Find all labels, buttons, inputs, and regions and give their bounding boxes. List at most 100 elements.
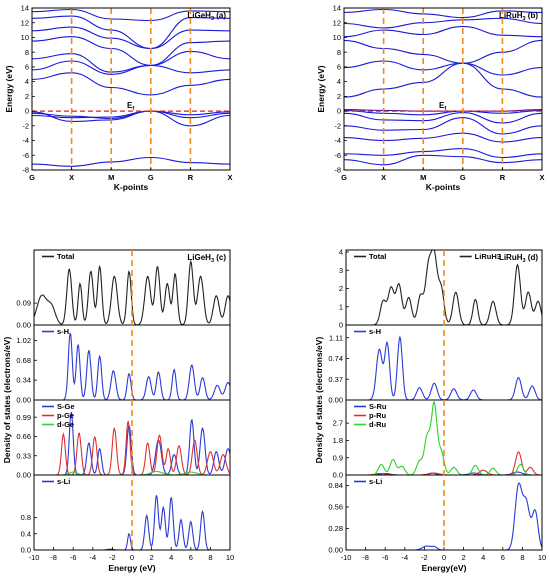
xtick-label-c-2: -6 xyxy=(70,553,77,562)
ytick-label-b-1: -6 xyxy=(334,151,341,160)
ytick-label-d-3-0: 0.00 xyxy=(328,546,343,555)
kpoint-label-a-1: X xyxy=(69,173,74,182)
ytick-label-c-2-2: 0.66 xyxy=(16,432,31,441)
ytick-label-d-0-2: 2 xyxy=(339,284,343,293)
panel-label-sub-c: 3 xyxy=(211,258,214,264)
legend-label-d-0-1: LiRuH3 xyxy=(475,252,501,261)
band-line-b-7 xyxy=(344,62,542,98)
kpoint-label-b-5: X xyxy=(539,173,544,182)
band-line-b-1 xyxy=(344,148,542,159)
xtick-label-d-2: -6 xyxy=(382,553,389,562)
ytick-label-a-0: -8 xyxy=(22,166,29,175)
fermi-label-b: Ef xyxy=(439,101,446,112)
ytick-label-a-8: 8 xyxy=(25,48,29,57)
ytick-label-c-2-0: 0.00 xyxy=(16,471,31,480)
panel-label-sub-d: 3 xyxy=(523,258,526,264)
y-axis-label-a: Energy (eV) xyxy=(4,65,14,112)
band-line-a-2 xyxy=(32,110,230,120)
ytick-label-c-2-3: 0.99 xyxy=(16,413,31,422)
ytick-label-d-1-2: 0.74 xyxy=(328,354,343,363)
y-axis-label-b: Energy (eV) xyxy=(316,65,326,112)
fermi-label-sub-b: f xyxy=(444,106,446,112)
ytick-label-c-1-0: 0.00 xyxy=(16,396,31,405)
dos-curves-d-3 xyxy=(346,482,542,550)
fermi-label-sub-a: f xyxy=(132,106,134,112)
ytick-label-c-1-2: 0.68 xyxy=(16,356,31,365)
xtick-label-c-10: 10 xyxy=(226,553,234,562)
xtick-label-d-3: -4 xyxy=(401,553,408,562)
xtick-label-d-1: -8 xyxy=(362,553,369,562)
panel-label-tail-a: (a) xyxy=(214,11,226,20)
band-structure-panel-b: -8 -6 -4 -2 0 2 4 6 8 10 12 14 G X M G R X K-points Energy … xyxy=(316,4,545,192)
panel-label-main-c: LiGeH xyxy=(187,253,211,262)
xtick-label-c-6: 2 xyxy=(150,553,154,562)
fermi-label-main-b: E xyxy=(439,101,445,110)
panel-label-tail-d: (d) xyxy=(526,253,539,262)
panel-label-sub-a: 3 xyxy=(211,16,214,22)
panel-label-c: LiGeH3 (c) xyxy=(187,253,226,264)
fermi-label-main-a: E xyxy=(127,101,133,110)
legend-label-d-1-0: s-H xyxy=(369,327,381,336)
x-axis-label-d: Energy(eV) xyxy=(422,563,467,573)
ytick-label-d-2-3: 2.7 xyxy=(333,419,343,428)
band-structure-panel-a: -8 -6 -4 -2 0 2 4 6 8 10 12 14 G X M G R X K-points Energy … xyxy=(4,4,233,192)
ytick-label-c-3-0: 0.0 xyxy=(21,546,31,555)
x-axis-label-a: K-points xyxy=(114,182,149,192)
legend-label-d-3-0: s-Li xyxy=(369,477,382,486)
ytick-label-a-9: 10 xyxy=(21,33,29,42)
xtick-label-c-9: 8 xyxy=(208,553,212,562)
dos-panel-c: 0.000.09Total0.000.340.681.02s-H0.000.33… xyxy=(2,249,234,573)
band-line-a-6 xyxy=(32,50,230,73)
plot-frame-a xyxy=(31,7,231,171)
ytick-label-a-3: -2 xyxy=(22,121,29,130)
ytick-label-c-3-2: 0.8 xyxy=(21,513,31,522)
band-line-a-5 xyxy=(32,60,230,75)
panel-label-main-a: LiGeH xyxy=(187,11,211,20)
kpoint-label-a-0: G xyxy=(29,173,35,182)
ytick-label-b-5: 2 xyxy=(337,92,341,101)
band-line-a-7 xyxy=(32,36,230,66)
ytick-label-d-2-1: 0.9 xyxy=(333,453,343,462)
ytick-label-a-5: 2 xyxy=(25,92,29,101)
ytick-label-d-2-0: 0.0 xyxy=(333,471,343,480)
bands-a xyxy=(32,8,230,167)
ytick-label-a-11: 14 xyxy=(21,4,29,13)
legend-label-d-0-0: Total xyxy=(369,252,386,261)
xtick-label-d-4: -2 xyxy=(421,553,428,562)
legend-label-c-2-1: p-Ge xyxy=(57,411,74,420)
x-axis-label-b: K-points xyxy=(426,182,461,192)
legend-label-c-2-2: d-Ge xyxy=(57,420,74,429)
ytick-label-b-3: -2 xyxy=(334,121,341,130)
panel-label-tail-b: (b) xyxy=(526,11,539,20)
band-line-a-8 xyxy=(32,26,230,50)
ytick-label-c-0-0: 0.00 xyxy=(16,321,31,330)
band-line-b-5 xyxy=(344,109,542,116)
band-line-b-12 xyxy=(344,8,542,19)
ytick-label-d-0-4: 4 xyxy=(339,248,343,257)
ytick-label-d-1-0: 0.00 xyxy=(328,396,343,405)
ytick-label-a-6: 4 xyxy=(25,77,29,86)
xtick-label-c-0: -10 xyxy=(29,553,40,562)
ytick-label-d-1-3: 1.11 xyxy=(329,333,343,342)
panel-label-b: LiRuH3 (b) xyxy=(499,11,538,22)
legend-label-d-2-1: p-Ru xyxy=(369,411,386,420)
ytick-label-d-0-3: 3 xyxy=(339,266,343,275)
kpoint-label-a-2: M xyxy=(108,173,114,182)
kpoint-label-b-1: X xyxy=(381,173,386,182)
dos-curve-d-3-0 xyxy=(346,482,542,550)
xtick-label-c-7: 4 xyxy=(169,553,173,562)
dos-curve-c-2-1 xyxy=(34,420,230,475)
ytick-label-c-0-1: 0.09 xyxy=(16,299,31,308)
ytick-label-a-10: 12 xyxy=(21,18,29,27)
panel-label-a: LiGeH3 (a) xyxy=(187,11,226,22)
panel-label-sub-b: 3 xyxy=(523,16,526,22)
band-line-a-1 xyxy=(32,110,230,127)
xtick-label-d-0: -10 xyxy=(341,553,352,562)
legend-label-c-2-0: S-Ge xyxy=(57,402,75,411)
panel-label-main-d: LiRuH xyxy=(499,253,523,262)
dos-curve-d-2-0 xyxy=(346,471,542,475)
band-line-b-3 xyxy=(344,117,542,135)
ytick-label-b-4: 0 xyxy=(337,107,341,116)
